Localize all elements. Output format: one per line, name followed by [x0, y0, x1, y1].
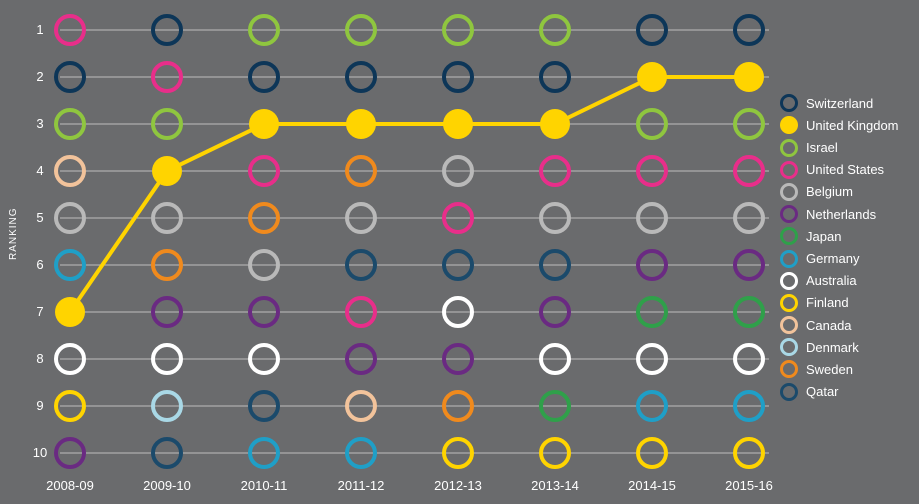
legend-ring [780, 94, 798, 112]
legend-label: Netherlands [806, 207, 876, 222]
legend-ring [780, 250, 798, 268]
legend-ring [780, 383, 798, 401]
svg-text:9: 9 [36, 398, 43, 413]
legend-label: United States [806, 162, 884, 177]
legend-label: Canada [806, 318, 852, 333]
svg-text:2012-13: 2012-13 [434, 478, 482, 493]
legend: Switzerland United Kingdom Israel United St… [780, 90, 899, 405]
legend-ring [780, 316, 798, 334]
legend-item: Canada [780, 316, 899, 334]
legend-ring [780, 338, 798, 356]
svg-text:2: 2 [36, 69, 43, 84]
legend-item: Netherlands [780, 205, 899, 223]
legend-label: Australia [806, 273, 857, 288]
legend-item: Israel [780, 139, 899, 157]
legend-item: Finland [780, 294, 899, 312]
legend-label: Belgium [806, 184, 853, 199]
svg-text:1: 1 [36, 22, 43, 37]
svg-text:2010-11: 2010-11 [241, 478, 288, 493]
legend-label: Germany [806, 251, 859, 266]
legend-label: United Kingdom [806, 118, 899, 133]
legend-ring [780, 360, 798, 378]
legend-item: Qatar [780, 383, 899, 401]
svg-text:3: 3 [36, 116, 43, 131]
legend-item: Sweden [780, 360, 899, 378]
legend-ring [780, 272, 798, 290]
legend-item: Belgium [780, 183, 899, 201]
legend-ring [780, 227, 798, 245]
svg-text:6: 6 [36, 257, 43, 272]
legend-item: Japan [780, 227, 899, 245]
svg-text:10: 10 [33, 445, 47, 460]
legend-label: Israel [806, 140, 838, 155]
svg-text:2008-09: 2008-09 [46, 478, 94, 493]
legend-item: Germany [780, 250, 899, 268]
svg-text:8: 8 [36, 351, 43, 366]
legend-item: Switzerland [780, 94, 899, 112]
legend-item: United Kingdom [780, 116, 899, 134]
svg-text:2014-15: 2014-15 [628, 478, 676, 493]
legend-label: Finland [806, 295, 849, 310]
svg-text:2013-14: 2013-14 [531, 478, 579, 493]
svg-text:2015-16: 2015-16 [725, 478, 773, 493]
legend-label: Japan [806, 229, 841, 244]
legend-ring [780, 294, 798, 312]
svg-text:4: 4 [36, 163, 43, 178]
legend-label: Denmark [806, 340, 859, 355]
svg-text:5: 5 [36, 210, 43, 225]
legend-ring [780, 205, 798, 223]
svg-text:2009-10: 2009-10 [143, 478, 191, 493]
svg-text:2011-12: 2011-12 [338, 478, 385, 493]
legend-label: Qatar [806, 384, 839, 399]
legend-ring [780, 183, 798, 201]
legend-item: Australia [780, 272, 899, 290]
y-axis-title: RANKING [8, 207, 19, 260]
legend-label: Switzerland [806, 96, 873, 111]
legend-ring [780, 116, 798, 134]
legend-ring [780, 161, 798, 179]
legend-item: Denmark [780, 338, 899, 356]
legend-item: United States [780, 161, 899, 179]
legend-label: Sweden [806, 362, 853, 377]
legend-ring [780, 139, 798, 157]
svg-text:7: 7 [36, 304, 43, 319]
